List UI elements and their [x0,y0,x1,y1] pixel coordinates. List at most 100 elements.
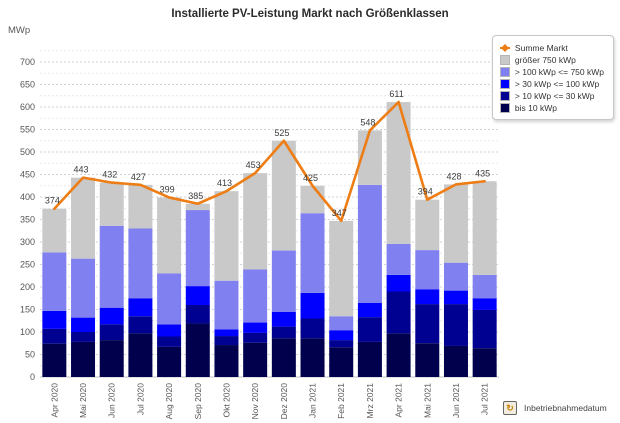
line-value-label: 432 [102,170,117,180]
bar-segment [243,269,268,323]
bar-segment [185,286,210,305]
y-tick-label: 50 [25,350,35,360]
line-value-label: 347 [332,208,347,218]
bar-segment [128,298,153,317]
bar-segment [271,338,296,377]
bar-segment [214,345,239,377]
legend-item: Summe Markt [499,42,604,53]
summe-markt-line [53,100,486,223]
legend-item: größer 750 kWp [499,54,604,65]
legend-color-swatch [499,66,510,77]
bar-segment [443,262,468,291]
bar-segment [185,305,210,324]
bar-segment [300,292,325,319]
bar-segment [386,291,411,334]
legend-color-swatch [499,90,510,101]
y-tick-label: 600 [20,102,35,112]
bar-segment [329,340,354,348]
x-tick-label: Mai 2021 [422,383,432,418]
line-value-label: 548 [360,117,375,127]
line-value-label: 385 [188,191,203,201]
bar-segment [271,311,296,327]
bar-segment [42,328,67,344]
y-tick-label: 300 [20,237,35,247]
bar-segment [99,182,124,226]
x-tick-label: Aug 2020 [164,383,174,420]
bar-segment [329,220,354,317]
line-value-label: 443 [74,165,89,175]
legend-color-swatch [499,102,510,113]
bar-segment [415,304,440,344]
bar-segment [71,341,96,377]
x-tick-label: Mrz 2021 [365,383,375,419]
bar-segment [185,203,210,211]
line-value-label: 394 [418,187,433,197]
bar-segment [415,199,440,251]
line-value-label: 413 [217,178,232,188]
y-tick-label: 500 [20,147,35,157]
bar-segment [71,177,96,259]
bar-segment [42,252,67,311]
legend-item: > 30 kWp <= 100 kWp [499,78,604,89]
bar-segment [386,243,411,275]
legend-item-label: Summe Markt [514,42,568,53]
bar-segment [42,343,67,377]
bar-segment [214,336,239,346]
bar-segment [357,184,382,303]
chart-title: Installierte PV-Leistung Markt nach Größ… [171,8,449,20]
bar-segment [243,332,268,343]
bar-segment [357,302,382,318]
bar-segment [128,228,153,299]
bar-segment [128,316,153,334]
bar-segment [386,102,411,244]
refresh-icon: ↻ [503,401,517,415]
x-tick-label: Feb 2021 [336,383,346,419]
x-tick-label: Dez 2020 [279,383,289,420]
line-value-label: 425 [303,173,318,183]
bar-segment [99,324,124,341]
legend-item: bis 10 kWp [499,102,604,113]
x-tick-label: Okt 2020 [221,383,231,418]
bar-segment [185,210,210,287]
x-tick-label: Apr 2020 [49,383,59,418]
legend-color-swatch [499,54,510,65]
bar-segment [472,309,497,349]
bar-segment [300,185,325,214]
x-tick-label: Sep 2020 [193,383,203,420]
bar-segment [472,298,497,310]
legend-item-label: größer 750 kWp [514,54,576,65]
bar-segment [99,225,124,308]
bar-segment [157,336,182,347]
bar-segment [415,343,440,377]
line-value-label: 427 [131,172,146,182]
bar-segment [185,323,210,377]
x-tick-label: Jun 2021 [451,383,461,418]
bar-segment [243,342,268,377]
bar-segment [472,274,497,299]
bar-segment [415,289,440,305]
bar-segment [214,191,239,281]
line-value-label: 428 [446,171,461,181]
bar-segment [415,250,440,290]
x-tick-label: Nov 2020 [250,383,260,420]
bar-segment [329,347,354,377]
legend: Summe Markt größer 750 kWp > 100 kWp <= 75… [491,35,614,120]
legend-item: > 10 kWp <= 30 kWp [499,90,604,101]
bar-segment [42,208,67,253]
legend-item-label: > 100 kWp <= 750 kWp [514,66,604,77]
bar-segment [214,280,239,330]
y-tick-label: 150 [20,305,35,315]
y-tick-label: 400 [20,192,35,202]
legend-item: > 100 kWp <= 750 kWp [499,66,604,77]
bar-segment [71,332,96,342]
bar-segment [243,173,268,270]
bar-segment [300,213,325,293]
y-tick-label: 100 [20,327,35,337]
x-tick-label: Jan 2021 [308,383,318,418]
line-value-label: 611 [389,89,403,99]
y-tick-label: 200 [20,282,35,292]
x-tick-label: Jul 2021 [480,383,490,415]
legend-item-label: > 10 kWp <= 30 kWp [514,90,595,101]
y-tick-label: 450 [20,170,35,180]
